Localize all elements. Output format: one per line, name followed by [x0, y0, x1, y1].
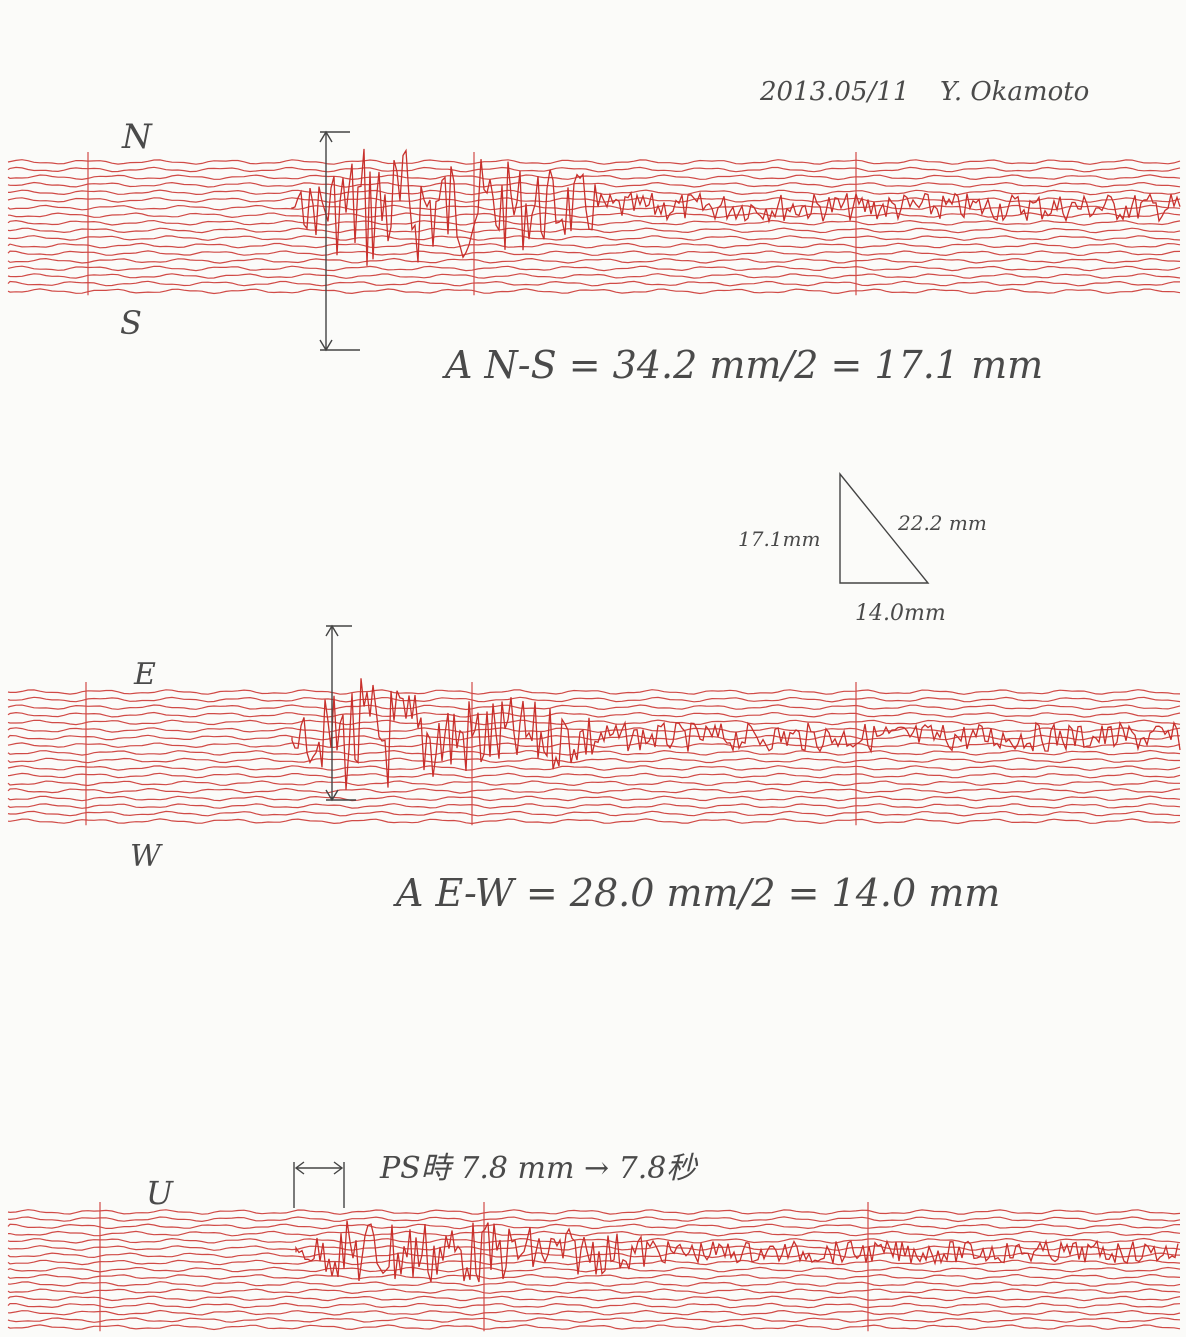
trace-line — [7, 1259, 1181, 1266]
ns-amplitude-note: A N-S = 34.2 mm/2 = 17.1 mm — [442, 343, 1043, 387]
trace-line — [7, 166, 1181, 173]
trace-line — [7, 1288, 1181, 1295]
trace-line — [7, 719, 1181, 726]
triangle-hypotenuse-label: 22.2 mm — [897, 511, 987, 535]
trace-line — [7, 1302, 1181, 1309]
trace-line — [7, 219, 1181, 226]
trace-line — [7, 197, 1181, 203]
trace-line — [7, 689, 1181, 695]
trace-line — [7, 250, 1181, 257]
seismic-wave — [291, 678, 1181, 790]
trace-line — [7, 818, 1181, 825]
author-note: Y. Okamoto — [940, 77, 1089, 107]
trace-line — [7, 1252, 1181, 1259]
ps-time-note: PS時 7.8 mm → 7.8秒 — [379, 1151, 698, 1186]
amplitude-triangle — [839, 472, 930, 584]
up-label: U — [146, 1174, 174, 1212]
trace-line — [7, 181, 1181, 188]
trace-line — [7, 1209, 1181, 1215]
trace-line — [7, 257, 1181, 264]
trace-line — [7, 803, 1181, 809]
trace-line — [7, 1324, 1181, 1331]
trace-line — [8, 1230, 1181, 1237]
west-label: W — [130, 839, 163, 874]
trace-line — [7, 1266, 1181, 1273]
trace-line — [7, 749, 1181, 756]
trace-line — [7, 242, 1181, 249]
trace-line — [7, 288, 1181, 295]
trace-line — [7, 273, 1181, 279]
ew-amplitude-marker — [325, 624, 356, 802]
triangle-base-label: 14.0mm — [855, 601, 946, 626]
seismic-wave — [291, 148, 1181, 266]
trace-line — [7, 780, 1180, 787]
trace-line — [8, 212, 1181, 219]
seismic-wave — [295, 1220, 1179, 1283]
trace-line — [7, 711, 1181, 718]
trace-line — [7, 1273, 1181, 1280]
trace-line — [7, 1281, 1181, 1287]
trace-line — [7, 1309, 1181, 1316]
trace-line — [7, 1216, 1181, 1223]
trace-line — [7, 1295, 1181, 1302]
trace-line — [7, 235, 1181, 241]
ps-interval-marker — [293, 1161, 345, 1208]
trace-line — [7, 696, 1181, 703]
ns-amplitude-marker — [319, 130, 360, 352]
trace-line — [7, 1317, 1181, 1323]
south-label: S — [120, 304, 142, 342]
trace-line — [7, 795, 1181, 802]
trace-line — [7, 174, 1181, 181]
trace-line — [7, 280, 1181, 287]
ew-amplitude-note: A E-W = 28.0 mm/2 = 14.0 mm — [393, 871, 1000, 915]
north-label: N — [121, 117, 153, 157]
trace-line — [7, 772, 1181, 779]
trace-line — [7, 1237, 1181, 1244]
east-label: E — [133, 657, 156, 692]
date-note: 2013.05/11 — [759, 77, 909, 107]
trace-line — [7, 227, 1181, 234]
triangle-vertical-label: 17.1mm — [738, 527, 820, 551]
ew-trace-band — [7, 678, 1181, 826]
trace-line — [8, 189, 1181, 196]
trace-line — [7, 159, 1181, 165]
trace-line — [7, 757, 1180, 764]
seismogram-traces — [7, 148, 1181, 1332]
trace-line — [7, 265, 1181, 272]
ud-trace-band — [7, 1202, 1181, 1332]
trace-line — [7, 742, 1181, 749]
trace-line — [7, 1223, 1181, 1230]
trace-line — [7, 704, 1181, 711]
ns-trace-band — [7, 148, 1181, 296]
trace-line — [7, 787, 1181, 794]
trace-line — [7, 765, 1181, 771]
trace-line — [7, 727, 1181, 733]
trace-line — [7, 810, 1181, 817]
